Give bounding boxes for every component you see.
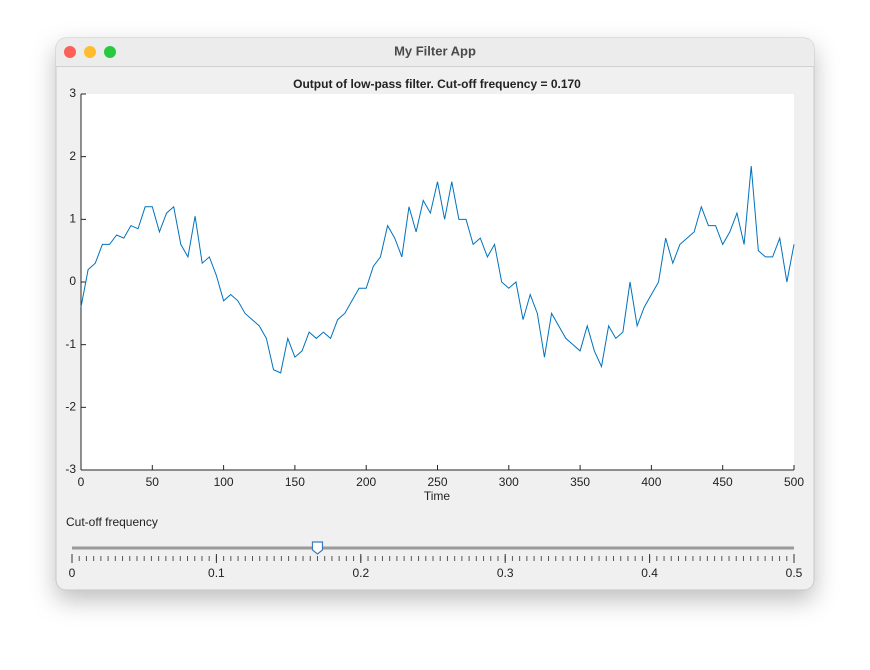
y-tick-label: 0	[69, 274, 76, 288]
data-line	[80, 166, 795, 374]
y-tick-label: 2	[69, 149, 76, 163]
x-tick-label: 100	[214, 475, 234, 489]
slider-tick-label: 0	[69, 566, 76, 580]
x-tick-label: 400	[641, 475, 661, 489]
x-tick-label: 200	[356, 475, 376, 489]
y-tick-label: 1	[69, 212, 76, 226]
x-tick-label: 150	[285, 475, 305, 489]
slider-tick-label: 0.1	[208, 566, 225, 580]
slider-label: Cut-off frequency	[66, 515, 158, 529]
x-tick-label: 300	[499, 475, 519, 489]
plot-area	[81, 94, 794, 470]
title-bar	[56, 38, 814, 66]
slider-tick-label: 0.3	[497, 566, 514, 580]
close-button[interactable]	[64, 46, 76, 58]
x-tick-label: 50	[146, 475, 160, 489]
x-tick-label: 500	[784, 475, 804, 489]
chart-title: Output of low-pass filter. Cut-off frequ…	[293, 77, 581, 91]
y-tick-label: -2	[65, 400, 76, 414]
x-tick-label: 350	[570, 475, 590, 489]
zoom-button[interactable]	[104, 46, 116, 58]
slider-tick-label: 0.2	[352, 566, 369, 580]
x-tick-label: 0	[78, 475, 85, 489]
slider-tick-label: 0.5	[786, 566, 803, 580]
minimize-button[interactable]	[84, 46, 96, 58]
y-tick-label: -3	[65, 462, 76, 476]
slider-thumb[interactable]	[311, 541, 324, 555]
y-tick-label: -1	[65, 337, 76, 351]
x-tick-label: 250	[427, 475, 447, 489]
x-axis-label: Time	[424, 489, 451, 503]
x-tick-label: 450	[713, 475, 733, 489]
y-tick-label: 3	[69, 86, 76, 100]
slider-tick-label: 0.4	[641, 566, 658, 580]
window-title: My Filter App	[394, 43, 476, 58]
